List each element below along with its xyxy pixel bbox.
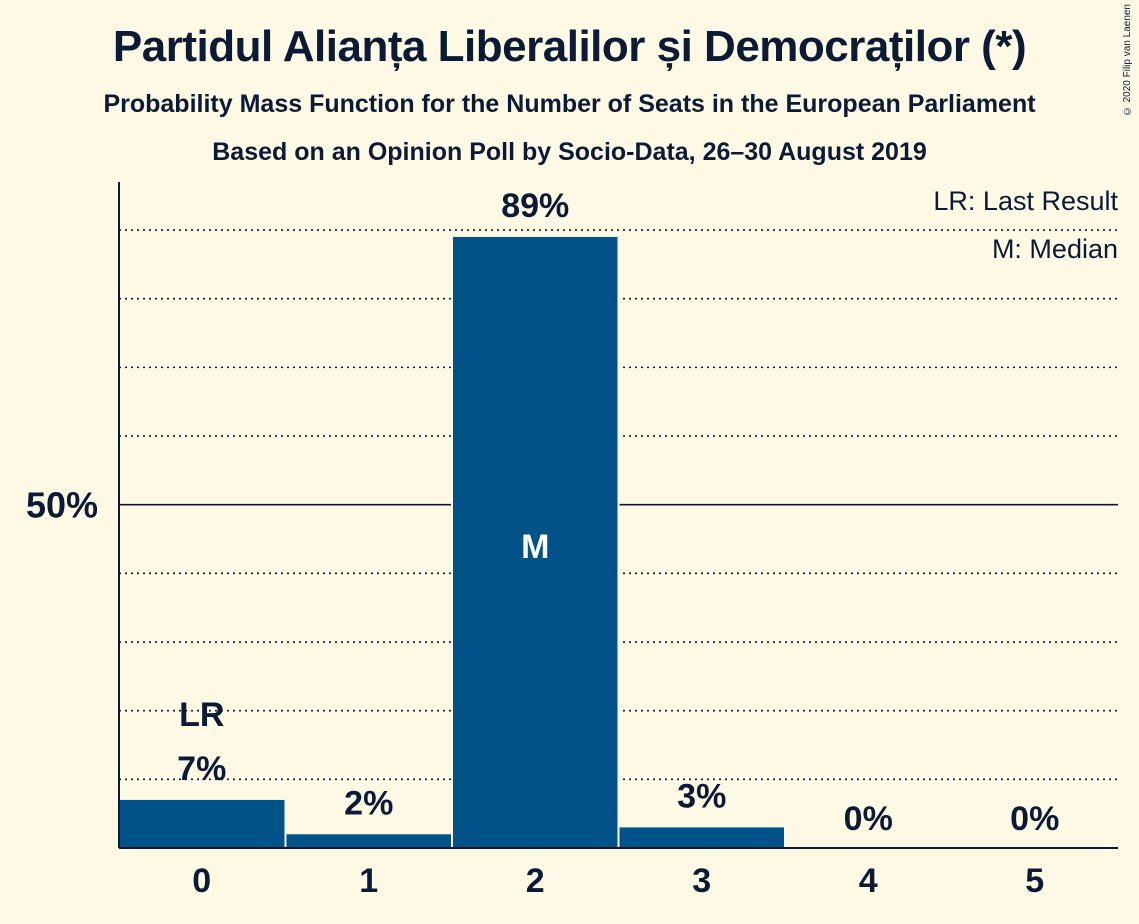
data-label-3: 3%	[677, 777, 726, 815]
bar-3	[619, 827, 784, 848]
chart-subtitle: Probability Mass Function for the Number…	[103, 90, 1036, 118]
legend-median: M: Median	[992, 234, 1118, 264]
x-tick-label-4: 4	[859, 862, 878, 900]
data-label-1: 2%	[344, 784, 393, 822]
value-labels: 7% 0 LR 2% 1 89% 2 M 3% 3 0% 4 0% 5	[177, 187, 1059, 900]
legend-last-result: LR: Last Result	[933, 186, 1118, 216]
data-label-5: 0%	[1010, 800, 1059, 838]
x-tick-label-5: 5	[1025, 862, 1044, 900]
annotation-LR: LR	[179, 696, 224, 734]
x-tick-label-0: 0	[192, 862, 211, 900]
data-label-4: 0%	[844, 800, 893, 838]
bars	[117, 234, 786, 848]
data-label-2: 89%	[501, 187, 569, 225]
data-label-0: 7%	[177, 750, 226, 788]
bar-2	[453, 236, 618, 848]
annotation-M: M	[521, 528, 549, 566]
y-tick-label: 50%	[26, 485, 98, 526]
bar-0	[119, 799, 285, 848]
chart-source: Based on an Opinion Poll by Socio-Data, …	[212, 138, 927, 166]
axes	[118, 182, 1118, 849]
x-tick-label-1: 1	[359, 862, 378, 900]
chart-title: Partidul Alianța Liberalilor și Democraț…	[112, 22, 1027, 71]
bar-1	[286, 834, 451, 848]
x-tick-label-2: 2	[526, 862, 545, 900]
x-tick-label-3: 3	[692, 862, 711, 900]
